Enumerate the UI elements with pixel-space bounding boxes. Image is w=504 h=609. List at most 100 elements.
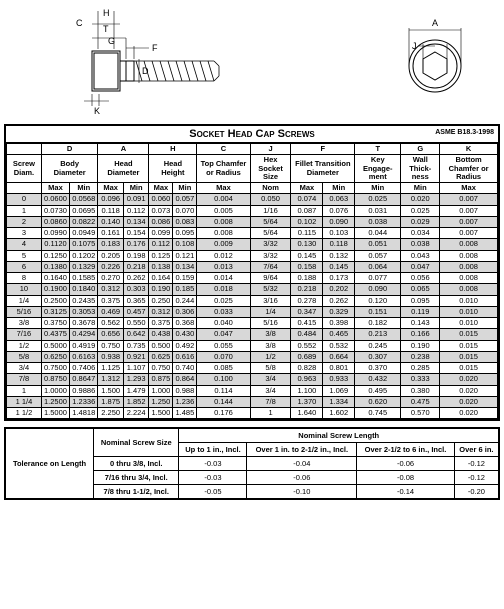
cell: 0.0730 bbox=[41, 205, 69, 216]
length-col: Over 6 in. bbox=[454, 443, 499, 457]
cell: 0.140 bbox=[98, 216, 123, 227]
tol-cell: -0.06 bbox=[357, 457, 455, 471]
spec-table-outer: Socket Head Cap Screws ASME B18.3-1998 D… bbox=[4, 124, 500, 421]
cell: 0.038 bbox=[355, 216, 401, 227]
cell: 0.073 bbox=[149, 205, 173, 216]
cell: 0.963 bbox=[291, 374, 323, 385]
cell: 0.029 bbox=[401, 216, 440, 227]
cell: 0.008 bbox=[440, 273, 498, 284]
table-row: 30.09900.09490.1610.1540.0990.0950.0085/… bbox=[7, 228, 498, 239]
cell: 0.057 bbox=[173, 194, 197, 205]
cell: 0.118 bbox=[98, 205, 123, 216]
col-minmax: Min bbox=[70, 183, 98, 194]
cell: 0.125 bbox=[149, 250, 173, 261]
cell: 1/4 bbox=[250, 306, 291, 317]
cell: 0.365 bbox=[123, 295, 148, 306]
table-row: 20.08600.08220.1400.1340.0860.0830.0085/… bbox=[7, 216, 498, 227]
cell: 0.1900 bbox=[41, 284, 69, 295]
cell: 0.398 bbox=[323, 318, 355, 329]
cell: 0.347 bbox=[291, 306, 323, 317]
nominal-size-header: Nominal Screw Size bbox=[94, 428, 179, 457]
cell: 0.469 bbox=[98, 306, 123, 317]
cell: 3/4 bbox=[7, 363, 42, 374]
cell: 0.100 bbox=[197, 374, 250, 385]
svg-text:A: A bbox=[432, 18, 438, 28]
cell: 0.1380 bbox=[41, 261, 69, 272]
cell: 0.0822 bbox=[70, 216, 98, 227]
table-row: 1/20.50000.49190.7500.7350.5000.4920.055… bbox=[7, 340, 498, 351]
cell: 8 bbox=[7, 273, 42, 284]
cell: 0.0568 bbox=[70, 194, 98, 205]
cell: 1.4818 bbox=[70, 408, 98, 419]
cell: 1.370 bbox=[291, 396, 323, 407]
cell: 0.008 bbox=[440, 261, 498, 272]
cell: 0.988 bbox=[173, 385, 197, 396]
col-minmax: Max bbox=[197, 183, 250, 194]
cell: 1.250 bbox=[149, 396, 173, 407]
cell: 0.008 bbox=[440, 239, 498, 250]
cell: 0.8647 bbox=[70, 374, 98, 385]
table-row: 40.11200.10750.1830.1760.1120.1080.0093/… bbox=[7, 239, 498, 250]
cell: 0.226 bbox=[98, 261, 123, 272]
col-minmax: Min bbox=[355, 183, 401, 194]
cell: 1.312 bbox=[98, 374, 123, 385]
cell: 0.205 bbox=[98, 250, 123, 261]
cell: 0.457 bbox=[123, 306, 148, 317]
cell: 1.293 bbox=[123, 374, 148, 385]
cell: 0.1840 bbox=[70, 284, 98, 295]
col-name: Head Height bbox=[149, 155, 197, 183]
cell: 5/16 bbox=[7, 306, 42, 317]
table-row: 1/40.25000.24350.3750.3650.2500.2440.025… bbox=[7, 295, 498, 306]
cell: 0.051 bbox=[355, 239, 401, 250]
table-row: 50.12500.12020.2050.1980.1250.1210.0123/… bbox=[7, 250, 498, 261]
cell: 0.077 bbox=[355, 273, 401, 284]
cell: 0.6163 bbox=[70, 351, 98, 362]
cell: 0.312 bbox=[98, 284, 123, 295]
cell: 0.828 bbox=[291, 363, 323, 374]
cell: 7/8 bbox=[250, 396, 291, 407]
cell: 0.090 bbox=[355, 284, 401, 295]
cell: 0.143 bbox=[401, 318, 440, 329]
cell: 0.0600 bbox=[41, 194, 69, 205]
cell: 0.190 bbox=[401, 340, 440, 351]
cell: 5/8 bbox=[7, 351, 42, 362]
cell: 5/64 bbox=[250, 216, 291, 227]
cell: 0.020 bbox=[401, 194, 440, 205]
cell: 0.1202 bbox=[70, 250, 98, 261]
cell: 0.750 bbox=[149, 363, 173, 374]
cell: 0.2435 bbox=[70, 295, 98, 306]
cell: 0.018 bbox=[197, 284, 250, 295]
cell: 0.040 bbox=[197, 318, 250, 329]
length-col: Up to 1 in., Incl. bbox=[179, 443, 247, 457]
cell: 0.1250 bbox=[41, 250, 69, 261]
cell: 0.020 bbox=[440, 385, 498, 396]
tol-cell: -0.14 bbox=[357, 485, 455, 500]
cell: 0.008 bbox=[440, 284, 498, 295]
cell: 0.070 bbox=[197, 351, 250, 362]
cell: 1 1/4 bbox=[7, 396, 42, 407]
cell: 0.090 bbox=[323, 216, 355, 227]
cell: 0.492 bbox=[173, 340, 197, 351]
screw-end-diagram: A J bbox=[390, 16, 480, 106]
cell: 0.875 bbox=[149, 374, 173, 385]
cell: 0.020 bbox=[440, 408, 498, 419]
tol-cell: 7/16 thru 3/4, Incl. bbox=[94, 471, 179, 485]
col-minmax bbox=[7, 183, 42, 194]
cell: 1.875 bbox=[98, 396, 123, 407]
cell: 0.005 bbox=[197, 205, 250, 216]
cell: 0.270 bbox=[98, 273, 123, 284]
cell: 0.3053 bbox=[70, 306, 98, 317]
cell: 1 bbox=[7, 205, 42, 216]
cell: 0.285 bbox=[401, 363, 440, 374]
cell: 2.250 bbox=[98, 408, 123, 419]
cell: 1.485 bbox=[173, 408, 197, 419]
cell: 0.375 bbox=[98, 295, 123, 306]
col-name: Top Chamfer or Radius bbox=[197, 155, 250, 183]
cell: 1.069 bbox=[323, 385, 355, 396]
table-row: 80.16400.15850.2700.2620.1640.1590.0149/… bbox=[7, 273, 498, 284]
cell: 0.014 bbox=[197, 273, 250, 284]
cell: 0.047 bbox=[197, 329, 250, 340]
cell: 0.0949 bbox=[70, 228, 98, 239]
table-row: 3/80.37500.36780.5620.5500.3750.3680.040… bbox=[7, 318, 498, 329]
cell: 0.010 bbox=[440, 295, 498, 306]
